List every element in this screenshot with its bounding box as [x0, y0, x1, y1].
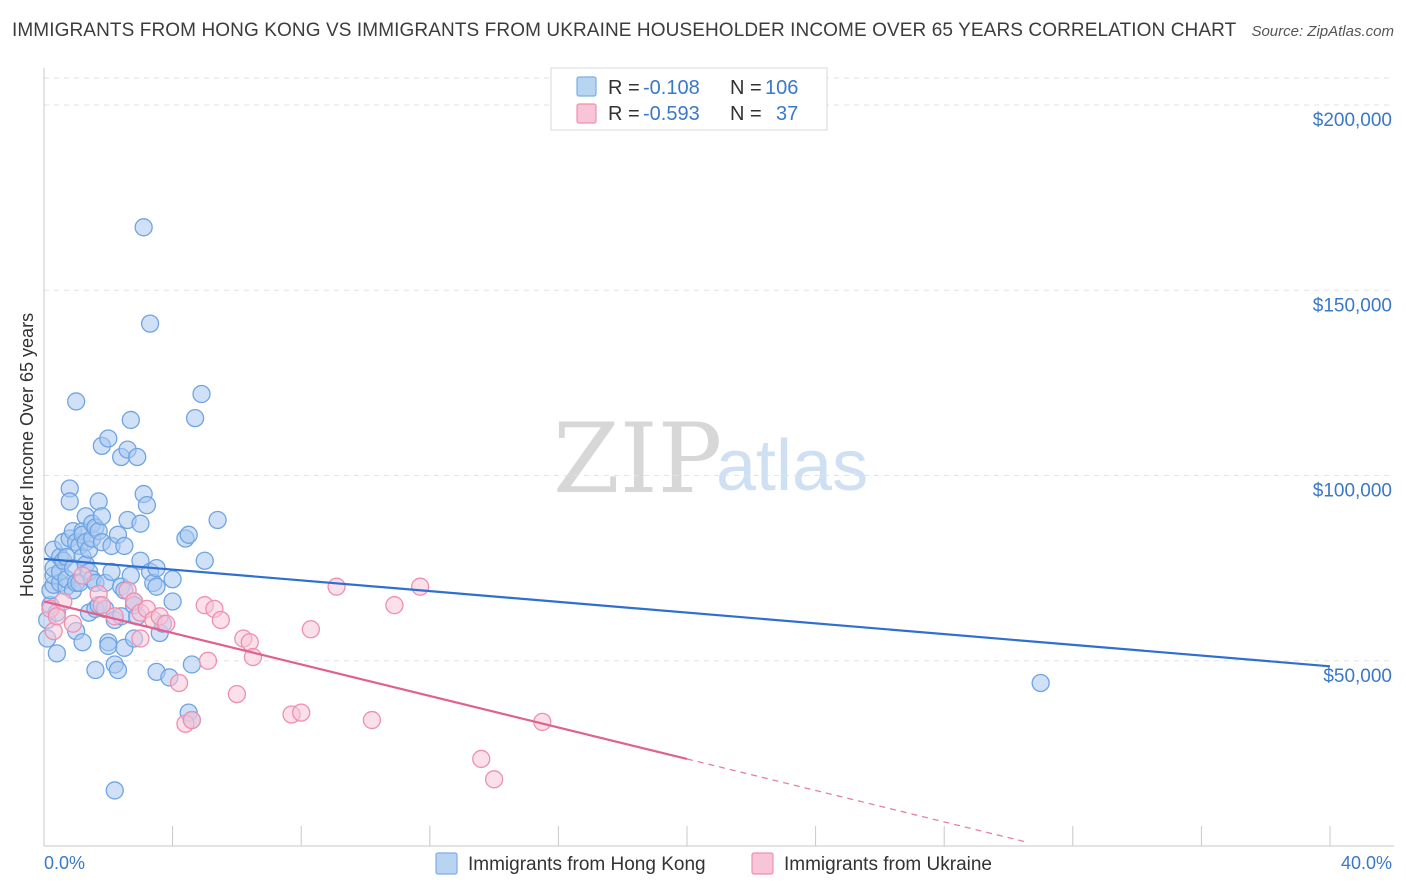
bottom-legend-label-hong-kong: Immigrants from Hong Kong: [468, 854, 706, 875]
hong-kong-point-73: [121, 410, 140, 430]
y-tick-label-2: $150,000: [1313, 295, 1392, 316]
legend-swatch-ukraine: [576, 103, 597, 124]
ukraine-point-23: [211, 610, 230, 630]
x-tick-label-min: 0.0%: [44, 853, 85, 873]
y-tick-label-1: $100,000: [1313, 481, 1392, 502]
hong-kong-point-70: [115, 536, 134, 556]
hong-kong-point-97: [179, 525, 198, 544]
hong-kong-point-31: [73, 633, 92, 652]
hong-kong-point-95: [163, 570, 182, 589]
x-axis-ticks: [43, 826, 1331, 846]
hong-kong-point-52: [92, 507, 112, 526]
hong-kong-point-101: [185, 408, 205, 428]
y-tick-label-0: $50,000: [1323, 666, 1392, 687]
ukraine-point-21: [198, 651, 218, 670]
x-tick-label-max: 40.0%: [1341, 853, 1392, 873]
gridlines: [44, 77, 1394, 662]
hong-kong-point-20: [60, 492, 79, 511]
ukraine-point-31: [327, 577, 346, 596]
ukraine-point-17: [169, 673, 189, 693]
hong-kong-point-103: [195, 551, 214, 570]
hong-kong-point-105: [1031, 673, 1050, 693]
legend-n-value-ua: 37: [776, 103, 798, 125]
hong-kong-point-27: [67, 392, 86, 411]
source-label: Source: ZipAtlas.com: [1251, 23, 1394, 40]
y-tick-label-3: $200,000: [1313, 110, 1392, 131]
hong-kong-point-45: [86, 660, 105, 680]
y-tick-labels: $50,000 $100,000 $150,000 $200,000: [1313, 110, 1392, 687]
stats-legend-box: [550, 67, 828, 131]
series-legend: Immigrants from Hong Kong Immigrants fro…: [435, 852, 992, 875]
hong-kong-point-102: [192, 384, 211, 404]
ukraine-point-19: [182, 710, 202, 730]
legend-r-value-ua: -0.593: [643, 103, 700, 125]
series-ukraine-points: [41, 566, 552, 789]
bottom-legend-swatch-ukraine: [751, 852, 774, 875]
ukraine-point-4: [63, 614, 83, 633]
hong-kong-point-82: [134, 218, 153, 237]
hong-kong-point-78: [128, 447, 147, 467]
watermark-zip: ZIP: [553, 403, 722, 515]
ukraine-point-5: [73, 566, 92, 585]
hong-kong-point-59: [102, 562, 121, 581]
legend-swatch-hong-kong: [576, 76, 597, 97]
hong-kong-point-55: [99, 429, 118, 448]
legend-r-label-ua: R =: [608, 103, 640, 125]
hong-kong-trend-line: [43, 557, 1331, 668]
trend-lines: [43, 557, 1331, 843]
ukraine-point-30: [301, 620, 320, 639]
legend-n-value-hk: 106: [765, 77, 798, 99]
ukraine-point-1: [44, 621, 63, 641]
hong-kong-point-62: [105, 781, 124, 800]
hong-kong-point-74: [121, 566, 140, 585]
ukraine-point-34: [411, 577, 430, 596]
ukraine-point-26: [240, 633, 259, 652]
hong-kong-point-47: [89, 492, 108, 511]
ukraine-point-7: [92, 596, 112, 615]
ukraine-trend-line: [43, 600, 688, 761]
hong-kong-point-8: [47, 644, 67, 663]
hong-kong-point-99: [182, 655, 202, 674]
chart-title: IMMIGRANTS FROM HONG KONG VS IMMIGRANTS …: [12, 20, 1237, 41]
ukraine-point-32: [362, 710, 382, 730]
ukraine-point-12: [131, 629, 150, 648]
hong-kong-point-57: [99, 636, 118, 656]
ukraine-point-36: [484, 770, 504, 789]
hong-kong-point-81: [131, 514, 150, 533]
ukraine-point-33: [385, 596, 404, 615]
bottom-legend-swatch-hong-kong: [435, 852, 458, 875]
hong-kong-point-64: [108, 660, 128, 680]
legend-r-value-hk: -0.108: [643, 77, 700, 99]
ukraine-point-24: [227, 684, 247, 704]
hong-kong-point-94: [163, 592, 182, 611]
bottom-legend-label-ukraine: Immigrants from Ukraine: [784, 854, 992, 875]
legend-r-label-hk: R =: [608, 77, 640, 99]
stats-legend: R = -0.108 N = 106 R = -0.593 N = 37: [550, 67, 828, 131]
ukraine-trend-line-extension: [686, 758, 1025, 843]
legend-n-label-ua: N =: [730, 103, 762, 125]
hong-kong-point-85: [140, 314, 160, 333]
hong-kong-point-84: [137, 496, 157, 515]
ukraine-point-29: [292, 703, 311, 722]
ukraine-point-35: [472, 749, 491, 769]
watermark-atlas: atlas: [716, 426, 868, 506]
hong-kong-point-89: [147, 577, 166, 596]
hong-kong-point-104: [208, 510, 227, 530]
y-axis-label: Householder Income Over 65 years: [17, 313, 37, 597]
legend-n-label-hk: N =: [730, 77, 762, 99]
